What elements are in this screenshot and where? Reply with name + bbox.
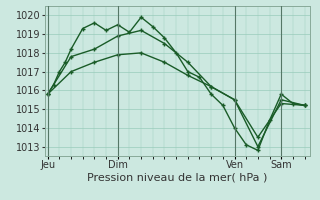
X-axis label: Pression niveau de la mer( hPa ): Pression niveau de la mer( hPa ) bbox=[87, 173, 268, 183]
